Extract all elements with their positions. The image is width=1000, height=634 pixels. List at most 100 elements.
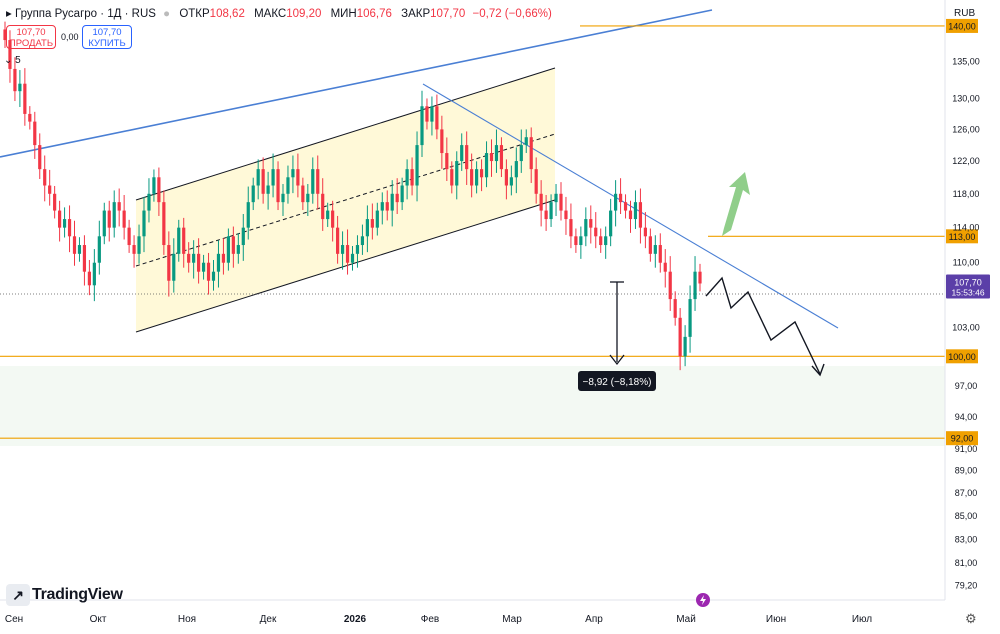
candle-body [231, 236, 235, 254]
candle-body [286, 177, 290, 194]
spread-value: 0,00 [61, 32, 79, 42]
candle-body [460, 145, 464, 162]
candle-body [177, 227, 181, 254]
candle-body [569, 219, 573, 237]
candle-body [122, 210, 126, 228]
candle-body [648, 236, 652, 254]
candle-body [87, 271, 91, 286]
level-label: 140,00 [948, 21, 976, 31]
candle-body [395, 193, 399, 203]
candle-body [683, 336, 687, 357]
candle-body [470, 169, 474, 186]
candle-body [465, 145, 469, 170]
up-arrow-icon [722, 172, 750, 236]
indicators-toggle[interactable]: ⌄ 5 [4, 55, 21, 66]
symbol-title[interactable]: Группа Русагро · 1Д · RUS [14, 8, 156, 20]
currency-label[interactable]: RUB [954, 8, 976, 19]
sell-label: ПРОДАТЬ [8, 38, 54, 49]
candle-body [162, 202, 166, 246]
candle-body [618, 193, 623, 203]
candle-body [326, 210, 330, 220]
candle-body [276, 169, 280, 203]
open-label: ОТКР [179, 8, 210, 20]
candle-body [559, 193, 563, 211]
buy-price: 107,70 [92, 27, 122, 38]
sell-button[interactable]: 107,70 ПРОДАТЬ [6, 25, 56, 49]
candle-body [385, 202, 389, 211]
candle-body [633, 202, 638, 220]
change-value: −0,72 (−0,66%) [472, 8, 552, 20]
candle-body [589, 219, 593, 228]
close-value: 107,70 [430, 8, 466, 20]
candle-body [38, 145, 42, 170]
last-price-label: 107,70 [954, 277, 982, 287]
candle-body [296, 169, 300, 186]
candle-body [336, 227, 340, 254]
candle-body [72, 236, 77, 254]
chart-header: ▸ Группа Русагро · 1Д · RUS ● ОТКР108,62… [6, 6, 552, 20]
candle-body [494, 145, 499, 162]
measure-tool: −8,92 (−8,18%) [578, 281, 656, 391]
candle-body [157, 177, 161, 203]
candle-body [673, 299, 677, 318]
low-label: МИН [330, 8, 357, 20]
candle-body [92, 262, 96, 286]
candle-body [425, 106, 429, 122]
buy-button[interactable]: 107,70 КУПИТЬ [82, 25, 132, 49]
candle-body [301, 185, 305, 203]
candle-body [415, 145, 419, 186]
x-tick-label: Ноя [178, 614, 196, 625]
cursor-icon[interactable]: ↗ [6, 584, 30, 606]
candle-body [574, 236, 578, 246]
price-axis[interactable]: 135,00 130,00 126,00 122,00 118,00 114,00 110,… [952, 57, 980, 591]
candle-body [663, 262, 667, 272]
candle-body [192, 253, 196, 263]
time-axis[interactable]: Сен Окт Ноя Дек 2026 Фев Мар Апр Май Июн Июл [5, 614, 872, 625]
candle-body [504, 169, 508, 186]
level-badge [946, 431, 978, 446]
candle-body [564, 210, 568, 220]
candle-body [221, 253, 226, 263]
candle-body [197, 253, 201, 272]
candle-body [311, 169, 315, 194]
indicator-count: 5 [15, 55, 21, 66]
lightning-icon[interactable] [696, 593, 710, 607]
candle-body [216, 253, 221, 272]
y-tick-label: 126,00 [952, 124, 980, 134]
channel-lower [135, 199, 556, 333]
candle-body [241, 227, 245, 246]
y-tick-label: 135,00 [952, 57, 980, 67]
candle-body [206, 262, 211, 281]
candle-body [172, 253, 176, 281]
candle-body [440, 129, 444, 154]
projection-path [705, 276, 825, 377]
candle-body [152, 177, 156, 194]
support-zone [0, 366, 945, 446]
y-tick-label: 85,00 [955, 511, 978, 521]
candle-body [266, 185, 270, 194]
candle-body [514, 161, 518, 178]
candle-body [400, 185, 404, 203]
candle-body [102, 210, 106, 237]
y-tick-label: 97,00 [955, 381, 978, 391]
candle-body [53, 193, 57, 211]
candle-body [638, 202, 643, 228]
candle-body [340, 245, 345, 254]
candle-body [350, 253, 355, 263]
candle-body [594, 227, 598, 237]
channel-upper [135, 67, 556, 201]
candle-body [643, 227, 647, 237]
candle-body [479, 169, 484, 178]
candle-body [112, 202, 116, 228]
y-tick-label: 118,00 [953, 189, 980, 199]
candle-body [271, 169, 275, 186]
candle-body [609, 210, 613, 237]
y-tick-label: 83,00 [955, 534, 978, 544]
gear-icon[interactable]: ⚙ [965, 611, 977, 626]
candle-body [544, 210, 548, 220]
candle-body [316, 169, 320, 194]
candle-body [410, 169, 414, 186]
y-tick-label: 91,00 [955, 444, 978, 454]
